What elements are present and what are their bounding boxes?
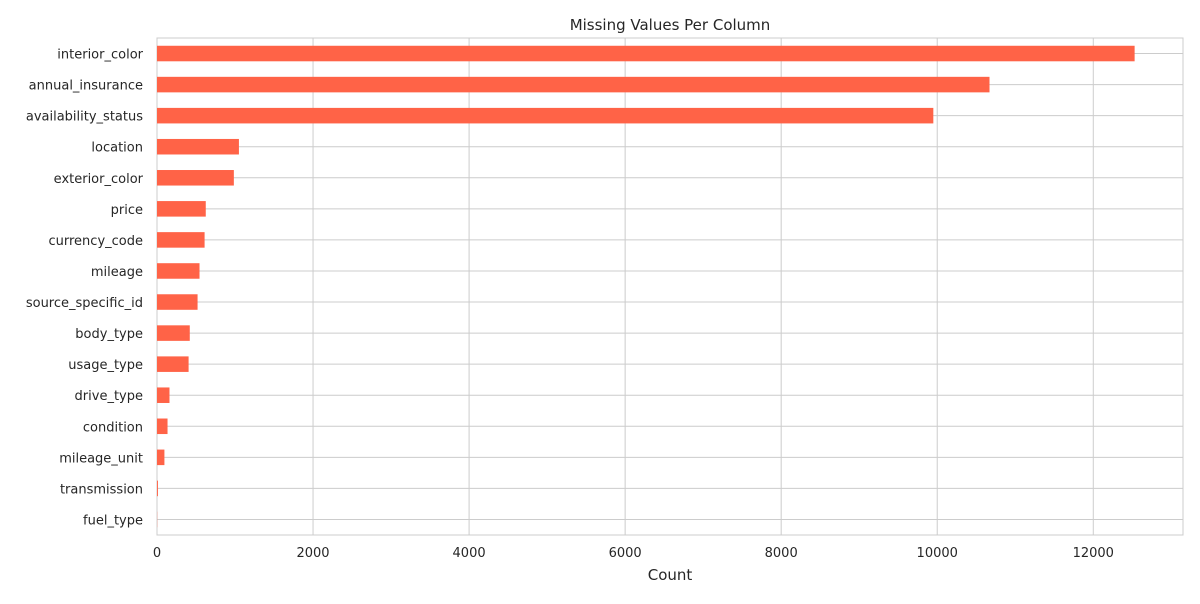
bar-exterior-color <box>157 170 234 186</box>
y-tick-label: exterior_color <box>54 172 144 187</box>
y-tick-label: source_specific_id <box>26 296 143 311</box>
bar-source-specific-id <box>157 294 198 310</box>
bar-currency-code <box>157 232 205 248</box>
y-tick-label: condition <box>83 420 143 435</box>
bar-interior-color <box>157 46 1135 62</box>
x-tick-label: 10000 <box>917 546 958 561</box>
x-tick-label: 8000 <box>765 546 798 561</box>
bar-location <box>157 139 239 155</box>
y-tick-labels: interior_color annual_insurance availabili… <box>26 48 144 529</box>
chart-title: Missing Values Per Column <box>570 16 771 34</box>
y-tick-label: mileage_unit <box>59 451 143 466</box>
x-tick-label: 2000 <box>296 546 329 561</box>
y-tick-label: body_type <box>75 327 143 342</box>
y-tick-label: usage_type <box>68 358 143 373</box>
x-tick-label: 12000 <box>1073 546 1114 561</box>
bar-mileage <box>157 263 200 279</box>
bar-price <box>157 201 206 217</box>
bar-body-type <box>157 325 190 341</box>
x-tick-label: 6000 <box>609 546 642 561</box>
y-tick-label: currency_code <box>49 234 144 249</box>
y-tick-label: drive_type <box>75 389 143 404</box>
y-tick-label: interior_color <box>57 48 143 63</box>
bar-transmission <box>157 481 158 497</box>
y-tick-label: fuel_type <box>83 513 143 528</box>
x-tick-label: 4000 <box>453 546 486 561</box>
y-tick-label: availability_status <box>26 110 143 125</box>
bar-availability-status <box>157 108 933 124</box>
bar-mileage-unit <box>157 450 164 466</box>
bar-annual-insurance <box>157 77 990 93</box>
bar-drive-type <box>157 387 169 403</box>
y-tick-label: annual_insurance <box>29 79 143 94</box>
y-tick-label: location <box>91 141 143 156</box>
x-axis-label: Count <box>648 566 693 584</box>
y-tick-label: price <box>111 203 143 218</box>
y-tick-label: transmission <box>60 482 143 497</box>
bar-usage-type <box>157 356 189 372</box>
x-tick-label: 0 <box>153 546 161 561</box>
y-tick-label: mileage <box>91 265 143 280</box>
bar-condition <box>157 419 168 435</box>
x-tick-labels: 0 2000 4000 6000 8000 10000 12000 <box>153 546 1114 561</box>
